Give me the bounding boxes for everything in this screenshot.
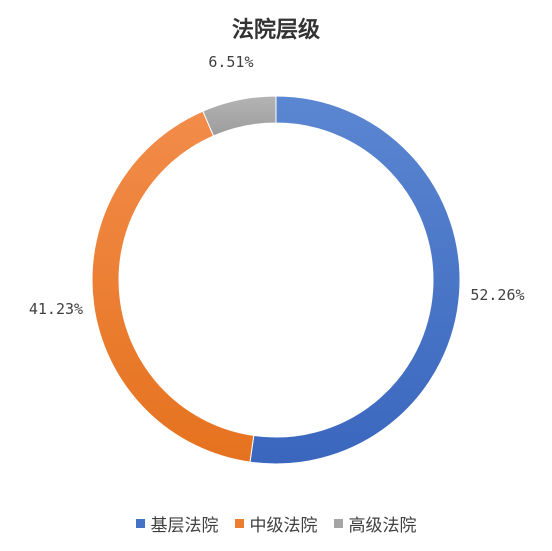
data-label-3: 6.51% <box>208 53 253 71</box>
legend-swatch-3 <box>333 519 343 528</box>
donut-slice-2 <box>91 110 255 463</box>
legend-item-1: 基层法院 <box>135 511 219 536</box>
legend-swatch-2 <box>234 519 244 528</box>
legend-label-1: 基层法院 <box>150 516 219 536</box>
data-label-1: 52.26% <box>470 286 524 304</box>
chart-title: 法院层级 <box>231 18 320 43</box>
legend-label-3: 高级法院 <box>348 516 417 536</box>
legend-swatch-1 <box>135 519 145 528</box>
donut-slice-1 <box>249 95 461 465</box>
donut-chart: 52.26% 41.23% 6.51% <box>29 53 525 465</box>
legend-label-2: 中级法院 <box>249 516 318 536</box>
donut-slice-3 <box>202 95 277 137</box>
legend-item-3: 高级法院 <box>333 511 417 536</box>
legend-item-2: 中级法院 <box>234 511 318 536</box>
data-label-2: 41.23% <box>29 300 83 318</box>
legend: 基层法院 中级法院 高级法院 <box>0 511 552 536</box>
